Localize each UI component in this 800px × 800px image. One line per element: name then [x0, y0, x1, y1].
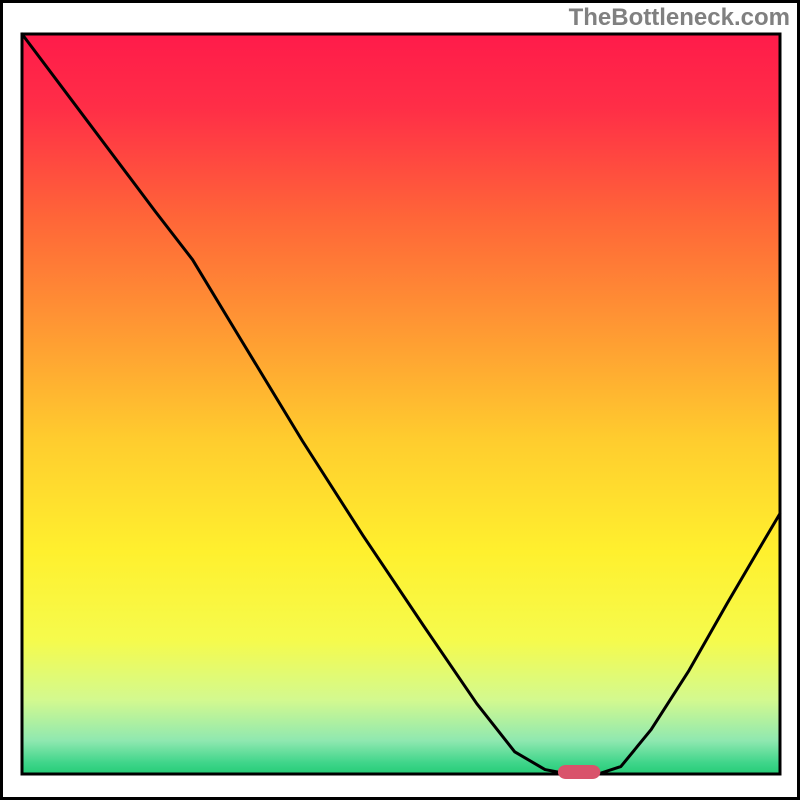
- optimum-marker: [558, 765, 600, 779]
- plot-gradient-area: [22, 34, 780, 774]
- watermark-label: TheBottleneck.com: [569, 4, 790, 32]
- bottleneck-chart: [0, 0, 800, 800]
